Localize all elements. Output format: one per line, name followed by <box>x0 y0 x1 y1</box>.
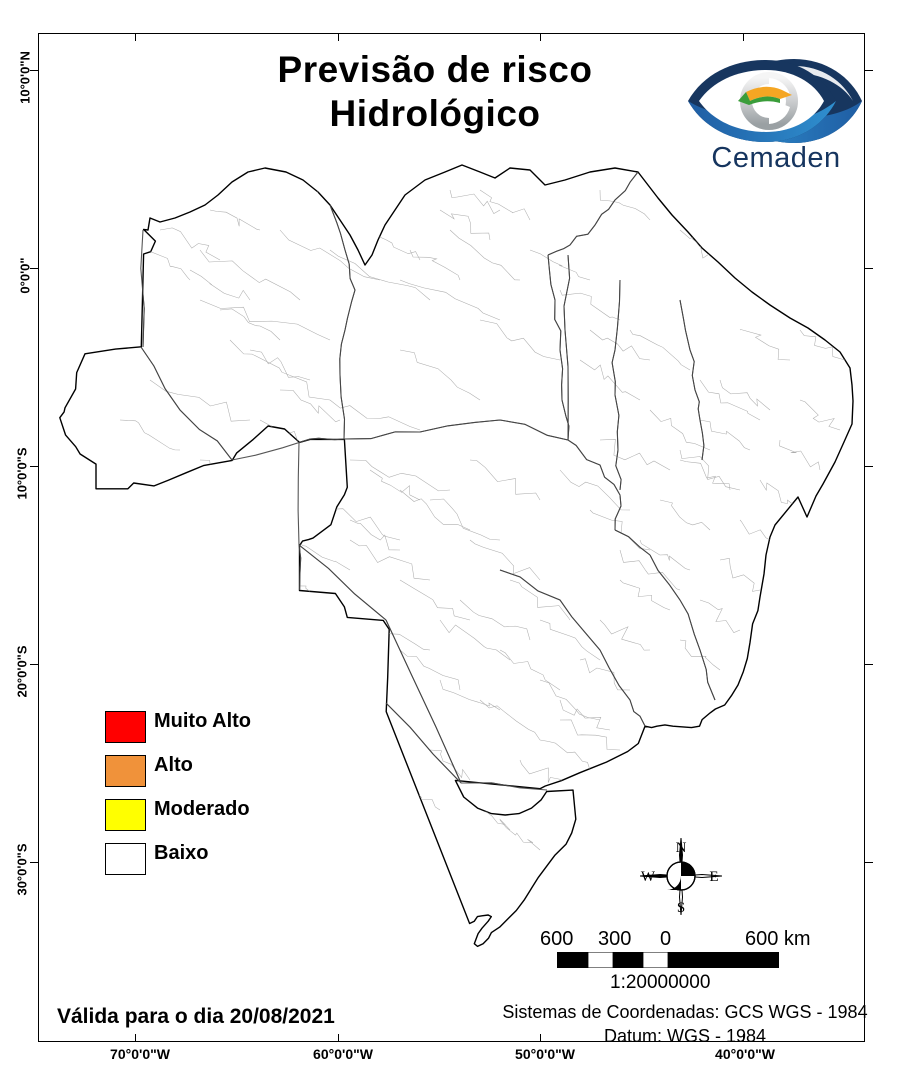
svg-text:S: S <box>677 900 685 915</box>
svg-text:N: N <box>676 840 687 856</box>
svg-text:W: W <box>641 869 656 885</box>
svg-text:E: E <box>709 869 718 885</box>
